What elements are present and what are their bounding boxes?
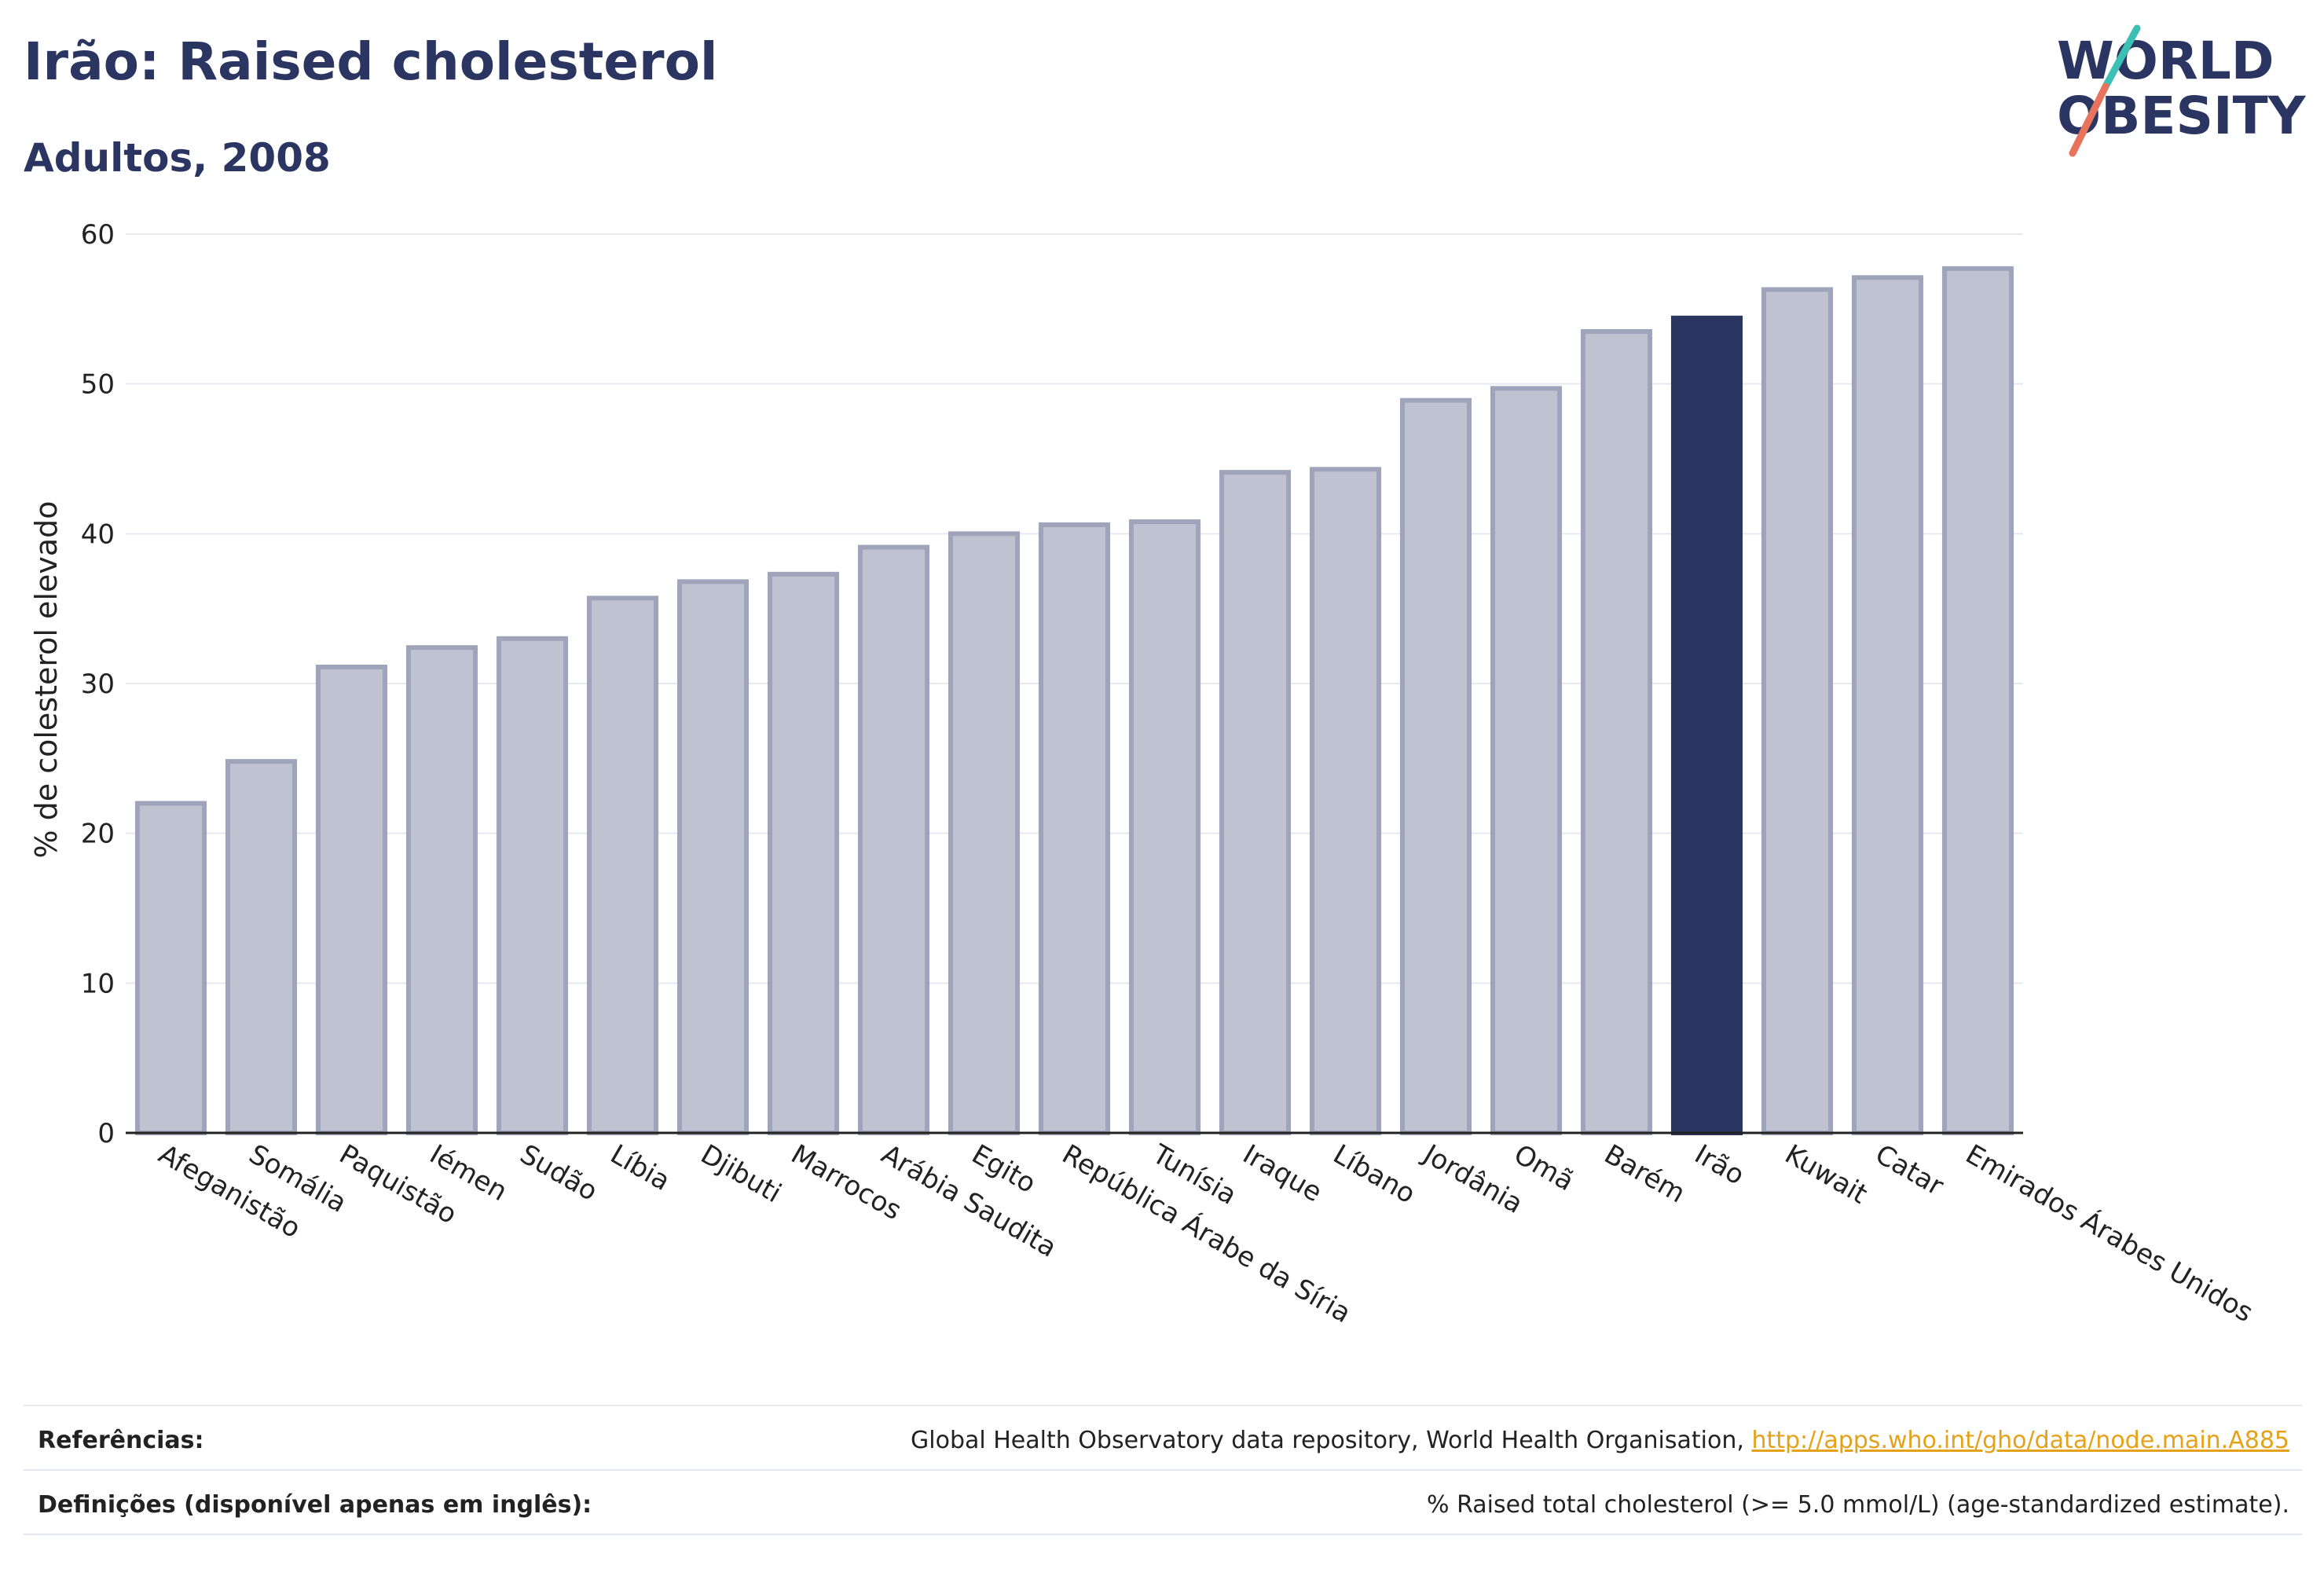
y-tick-label: 60 [81,219,115,251]
bar [1941,266,2014,1135]
x-tick-label: Djibuti [695,1138,786,1209]
bar [1761,287,1834,1136]
bar [315,665,388,1135]
logo-slash-teal [2102,24,2141,90]
definitions-label: Definições (disponível apenas em inglês)… [38,1491,592,1519]
definitions-row: Definições (disponível apenas em inglês)… [24,1469,2302,1535]
y-tick-label: 50 [81,369,115,401]
logo-slash-coral [2069,82,2110,157]
bar [948,531,1021,1135]
bar [1399,398,1472,1135]
bar [405,645,478,1135]
bar [1309,467,1382,1135]
bar [1219,470,1292,1135]
x-tick-label: Sudão [515,1138,603,1208]
x-tick-label: Líbia [605,1138,676,1197]
x-tick-label: Líbano [1328,1138,1420,1210]
page-subtitle: Adultos, 2008 [24,135,331,181]
x-tick-label: Iraque [1237,1138,1327,1208]
bar [1038,522,1111,1135]
bar [1490,386,1563,1135]
bar [1580,328,1653,1135]
bars-layer [134,266,2014,1136]
x-tick-label: Jordânia [1417,1138,1528,1220]
bar [225,759,298,1135]
x-tick-label: Emirados Árabes Unidos [1960,1138,2259,1329]
bar [586,596,659,1135]
bar [496,636,569,1135]
page-title: Irão: Raised cholesterol [24,31,718,92]
bar [676,579,750,1135]
y-tick-label: 20 [81,819,115,850]
references-text: Global Health Observatory data repositor… [911,1427,1752,1454]
bar [1851,275,1924,1135]
y-tick-label: 30 [81,669,115,700]
bar-highlighted [1670,315,1743,1136]
world-obesity-logo: WORLD OBESITY [2057,24,2307,157]
bar [134,801,207,1135]
x-tick-label: Irão [1689,1138,1750,1191]
y-tick-label: 10 [81,968,115,999]
references-link[interactable]: http://apps.who.int/gho/data/node.main.A… [1751,1427,2289,1454]
x-tick-label: Kuwait [1780,1138,1872,1210]
references-label: Referências: [38,1427,204,1454]
references-value: Global Health Observatory data repositor… [911,1427,2289,1454]
logo-line-1: WORLD [2057,31,2275,91]
x-tick-label: Barém [1599,1138,1691,1209]
y-tick-label: 40 [81,519,115,550]
bar [857,544,930,1135]
definitions-value: % Raised total cholesterol (>= 5.0 mmol/… [1427,1491,2289,1519]
bar [1128,519,1201,1135]
y-axis-label: % de colesterol elevado [29,500,64,858]
bar-chart: 0102030405060AfeganistãoSomáliaPaquistão… [29,219,2259,1329]
references-row: Referências: Global Health Observatory d… [24,1405,2302,1469]
bar [767,571,840,1135]
y-tick-label: 0 [97,1118,115,1149]
x-tick-label: Catar [1870,1138,1948,1202]
